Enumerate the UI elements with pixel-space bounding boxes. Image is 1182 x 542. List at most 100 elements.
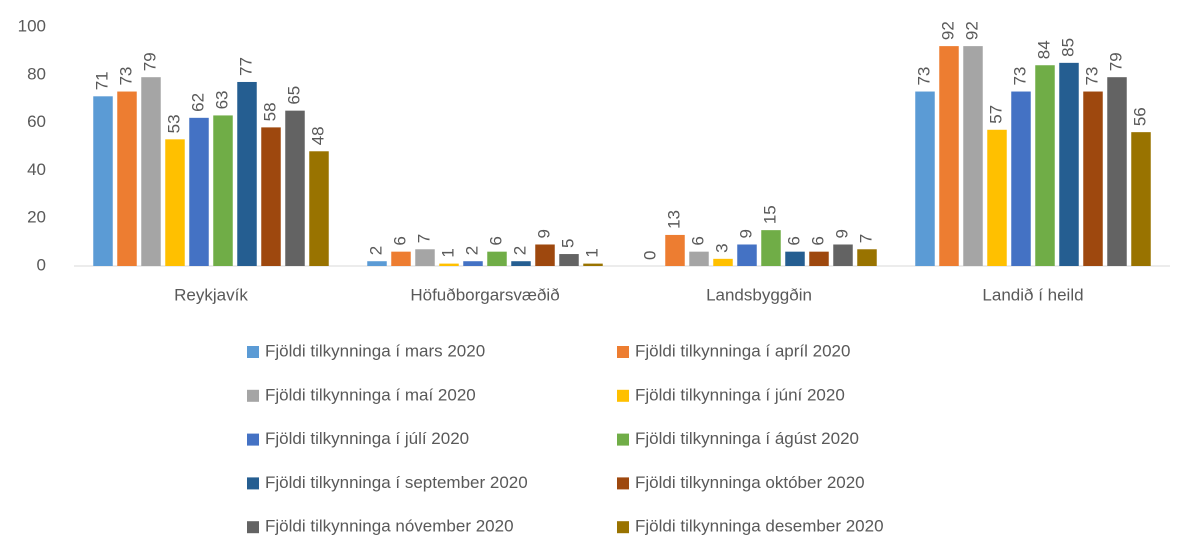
data-label: 62 xyxy=(188,93,207,112)
legend-swatch xyxy=(617,521,629,534)
data-label: 3 xyxy=(712,243,731,252)
data-label: 73 xyxy=(914,67,933,86)
legend-label: Fjöldi tilkynninga október 2020 xyxy=(635,473,865,492)
legend-label: Fjöldi tilkynninga desember 2020 xyxy=(635,517,884,536)
legend-swatch xyxy=(247,477,259,490)
bar xyxy=(189,117,209,266)
data-label: 58 xyxy=(260,102,279,121)
legend-swatch xyxy=(247,521,259,534)
data-label: 2 xyxy=(510,246,529,255)
bar xyxy=(809,251,829,266)
bar xyxy=(833,244,853,266)
data-label: 79 xyxy=(1106,52,1125,71)
legend-label: Fjöldi tilkynninga í september 2020 xyxy=(265,473,528,492)
data-label: 7 xyxy=(414,234,433,243)
bar xyxy=(415,249,435,266)
bar xyxy=(439,263,459,266)
y-tick-label: 60 xyxy=(27,112,46,131)
data-label: 56 xyxy=(1130,107,1149,126)
data-label: 73 xyxy=(116,67,135,86)
bar xyxy=(165,139,185,266)
data-label: 9 xyxy=(832,229,851,238)
data-label: 5 xyxy=(558,239,577,248)
bar xyxy=(367,261,387,266)
data-label: 6 xyxy=(486,236,505,245)
bar xyxy=(583,263,603,266)
bar xyxy=(761,230,781,266)
bar xyxy=(93,96,113,266)
legend-label: Fjöldi tilkynninga í maí 2020 xyxy=(265,385,476,404)
data-label: 6 xyxy=(390,236,409,245)
legend-swatch xyxy=(247,346,259,358)
legend-swatch xyxy=(617,433,629,446)
legend-label: Fjöldi tilkynninga í mars 2020 xyxy=(265,341,485,360)
legend-swatch xyxy=(617,477,629,490)
legend-label: Fjöldi tilkynninga nóvember 2020 xyxy=(265,517,514,536)
data-label: 6 xyxy=(784,236,803,245)
data-label: 1 xyxy=(582,248,601,257)
bar xyxy=(1011,91,1031,266)
bar xyxy=(689,251,709,266)
data-label: 1 xyxy=(438,248,457,257)
data-label: 63 xyxy=(212,91,231,110)
legend-label: Fjöldi tilkynninga í júní 2020 xyxy=(635,385,845,404)
bar xyxy=(261,127,281,266)
data-label: 6 xyxy=(808,236,827,245)
data-label: 15 xyxy=(760,205,779,224)
y-tick-label: 80 xyxy=(27,64,46,83)
bar xyxy=(1131,132,1151,266)
bar xyxy=(915,91,935,266)
bar xyxy=(391,251,411,266)
data-label: 73 xyxy=(1010,67,1029,86)
y-tick-label: 20 xyxy=(27,208,46,227)
bar xyxy=(309,151,329,266)
bar xyxy=(213,115,233,267)
y-tick-label: 0 xyxy=(37,255,46,274)
x-tick-label: Höfuðborgarsvæðið xyxy=(410,285,559,304)
y-tick-label: 100 xyxy=(18,16,46,35)
bar xyxy=(487,251,507,266)
bar xyxy=(963,46,983,267)
data-label: 71 xyxy=(92,71,111,90)
bar xyxy=(857,249,877,266)
legend-swatch xyxy=(617,346,629,358)
bar xyxy=(535,244,555,266)
y-tick-label: 40 xyxy=(27,160,46,179)
bar xyxy=(463,261,483,266)
data-label: 77 xyxy=(236,57,255,76)
data-label: 85 xyxy=(1058,38,1077,57)
x-tick-label: Landsbyggðin xyxy=(706,285,812,304)
data-label: 7 xyxy=(856,234,875,243)
data-label: 65 xyxy=(284,86,303,105)
bar xyxy=(285,110,305,267)
data-label: 48 xyxy=(308,126,327,145)
bar xyxy=(141,77,161,266)
data-label: 2 xyxy=(366,246,385,255)
data-label: 2 xyxy=(462,246,481,255)
data-label: 6 xyxy=(688,236,707,245)
legend-label: Fjöldi tilkynninga í apríl 2020 xyxy=(635,341,850,360)
legend-swatch xyxy=(617,389,629,402)
bar xyxy=(737,244,757,266)
bar xyxy=(1083,91,1103,266)
data-label: 9 xyxy=(736,229,755,238)
bar xyxy=(713,258,733,266)
bar xyxy=(1107,77,1127,266)
data-label: 13 xyxy=(664,210,683,229)
bar xyxy=(511,261,531,266)
data-label: 57 xyxy=(986,105,1005,124)
data-label: 79 xyxy=(140,52,159,71)
data-label: 53 xyxy=(164,114,183,133)
legend-swatch xyxy=(247,433,259,446)
x-tick-label: Reykjavík xyxy=(174,285,248,304)
x-tick-label: Landið í heild xyxy=(982,285,1083,304)
bar xyxy=(1059,62,1079,266)
bar xyxy=(987,129,1007,266)
bar xyxy=(237,81,257,266)
data-label: 84 xyxy=(1034,40,1053,59)
bar xyxy=(1035,65,1055,267)
legend-label: Fjöldi tilkynninga í júlí 2020 xyxy=(265,429,469,448)
data-label: 73 xyxy=(1082,67,1101,86)
bar xyxy=(939,46,959,267)
